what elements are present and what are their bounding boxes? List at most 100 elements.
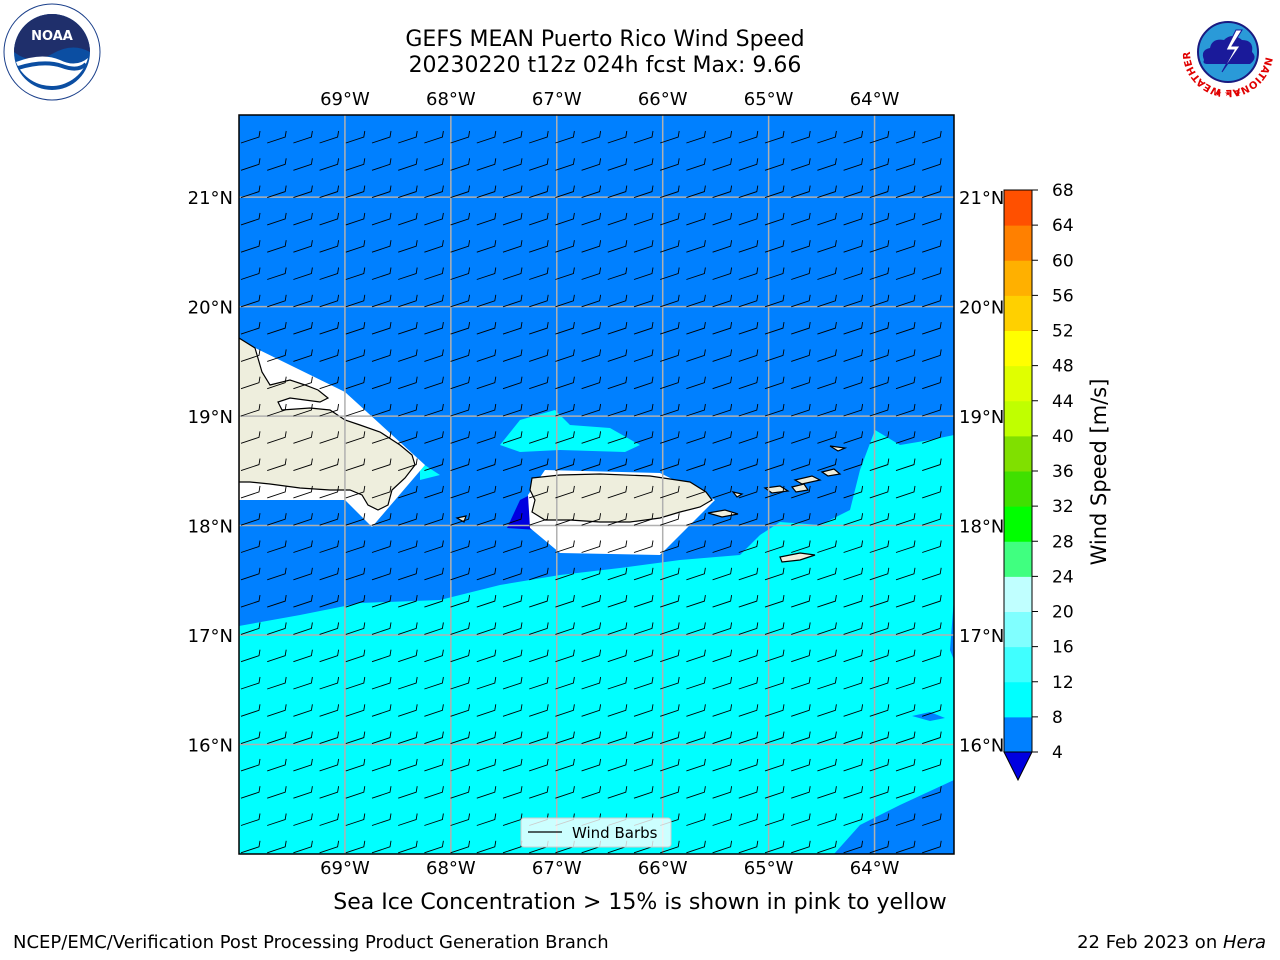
wind-barb <box>450 158 471 171</box>
lat-label: 20°N <box>959 298 1004 319</box>
wind-barb <box>895 622 916 635</box>
wind-barb <box>371 622 392 635</box>
wind-barb <box>581 595 602 608</box>
wind-barb <box>660 240 680 253</box>
wind-barb <box>633 294 654 308</box>
wind-barb <box>240 240 261 253</box>
wind-barb <box>817 758 837 772</box>
wind-barb <box>843 840 864 854</box>
wind-barb <box>529 758 549 772</box>
wind-barb <box>345 212 366 226</box>
wind-barb <box>843 595 864 608</box>
wind-barb <box>712 786 733 799</box>
wind-barb <box>869 158 890 171</box>
lon-label: 68°W <box>426 89 476 110</box>
wind-barb <box>738 431 759 444</box>
wind-barb <box>345 595 366 608</box>
wind-barb <box>686 212 706 226</box>
wind-barb <box>293 540 313 553</box>
lon-labels-top: 69°W 68°W 67°W 66°W 65°W 64°W <box>320 89 900 110</box>
wind-barb <box>502 731 523 745</box>
wind-barb <box>895 376 916 390</box>
wind-barb <box>686 731 706 745</box>
wind-barb <box>555 431 575 444</box>
wind-barb <box>581 349 602 362</box>
wind-barb <box>791 240 811 253</box>
wind-barb <box>424 267 444 280</box>
wind-barb <box>502 431 523 444</box>
colorbar-segment <box>1004 260 1032 296</box>
wind-barb <box>791 212 811 226</box>
wind-barb <box>529 130 549 144</box>
footer-host: Hera <box>1222 932 1266 953</box>
wind-barb <box>476 540 497 553</box>
wind-barb <box>319 376 340 390</box>
st-john <box>790 483 810 493</box>
wind-barb <box>712 758 733 772</box>
wind-barb <box>371 349 392 362</box>
wind-barb <box>293 758 313 772</box>
wind-barb <box>424 649 444 663</box>
wind-barb <box>555 322 575 335</box>
wind-barb <box>738 676 759 690</box>
wind-barb <box>817 130 837 144</box>
wind-barb <box>843 349 864 362</box>
wind-barb <box>293 676 313 690</box>
wind-barb <box>660 540 680 553</box>
wind-barb <box>529 513 549 526</box>
wind-barb <box>319 349 340 362</box>
wind-barb <box>240 622 261 635</box>
wind-barb <box>424 130 444 144</box>
wind-barb <box>293 294 313 308</box>
wind-barb <box>791 676 811 690</box>
wind-barb <box>240 813 261 826</box>
wind-barb <box>712 376 733 390</box>
wind-barb <box>424 158 444 171</box>
footer-date-text: 22 Feb 2023 on <box>1077 932 1223 953</box>
wind-barb <box>843 185 864 199</box>
lon-label: 67°W <box>532 89 582 110</box>
wind-barb <box>319 758 340 772</box>
colorbar-tick-label: 24 <box>1052 567 1074 587</box>
wind-barb <box>555 595 575 608</box>
wind-barb <box>633 458 654 472</box>
wind-barb <box>424 595 444 608</box>
wind-barb <box>424 458 444 472</box>
wind-barb <box>869 458 890 472</box>
wind-barb <box>817 786 837 799</box>
wind-barb <box>398 786 418 799</box>
wind-barb <box>267 540 287 553</box>
wind-barb <box>607 212 628 226</box>
wind-barb <box>712 240 733 253</box>
colorbar-segment <box>1004 611 1032 648</box>
wind-barb <box>502 130 523 144</box>
wind-barb <box>764 622 785 635</box>
wind-barb <box>607 485 628 499</box>
wind-barb <box>450 786 471 799</box>
wind-barb <box>502 567 523 581</box>
wind-barb <box>738 758 759 772</box>
wind-barb <box>267 294 287 308</box>
wind-barb <box>764 540 785 553</box>
wind-barb <box>869 786 890 799</box>
wind-barb <box>502 376 523 390</box>
wind-barb <box>869 403 890 417</box>
colorbar-tick-label: 48 <box>1052 357 1074 377</box>
wind-barb <box>660 322 680 335</box>
anegada <box>820 468 842 477</box>
wind-barb <box>345 185 366 199</box>
wind-barb <box>712 349 733 362</box>
wind-barb <box>319 240 340 253</box>
wind-barb <box>293 786 313 799</box>
wind-barb <box>660 731 680 745</box>
wind-barb <box>817 595 837 608</box>
colorbar-tick-label: 40 <box>1052 427 1074 447</box>
wind-barb <box>502 540 523 553</box>
wind-barb <box>581 567 602 581</box>
anguilla <box>829 445 848 452</box>
wind-barb <box>922 786 942 799</box>
colorbar-tick-label: 12 <box>1052 673 1074 693</box>
wind-barb <box>345 513 366 526</box>
wind-barb <box>712 567 733 581</box>
wind-barb <box>607 294 628 308</box>
